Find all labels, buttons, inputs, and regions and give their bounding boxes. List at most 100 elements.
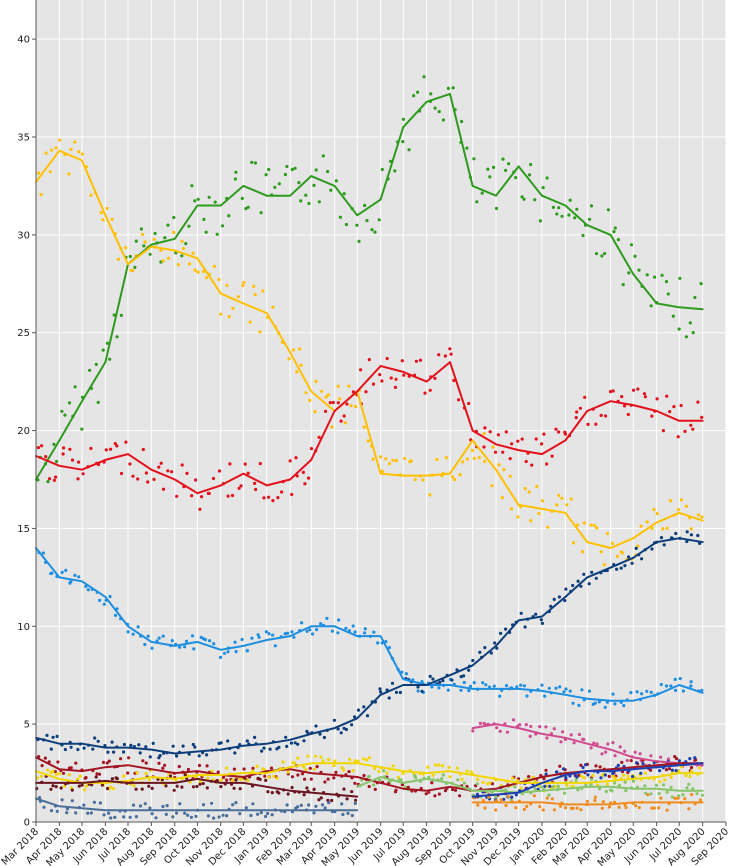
poll-point (260, 749, 264, 753)
poll-point (296, 805, 300, 809)
poll-point (676, 796, 680, 800)
poll-point (345, 797, 349, 801)
poll-point (304, 391, 308, 395)
poll-point (582, 572, 586, 576)
poll-point (399, 778, 403, 782)
poll-point (626, 774, 630, 779)
poll-point (631, 388, 636, 392)
poll-point (660, 273, 664, 277)
poll-point (190, 494, 194, 498)
poll-point (615, 567, 619, 571)
poll-point (76, 747, 80, 752)
poll-point (618, 745, 622, 749)
poll-point (102, 813, 106, 817)
poll-point (232, 767, 236, 771)
poll-point (525, 804, 529, 809)
poll-point (486, 167, 490, 171)
poll-point (52, 442, 56, 446)
poll-point (264, 814, 268, 819)
poll-point (202, 217, 206, 221)
poll-point (353, 715, 357, 719)
poll-point (401, 140, 405, 144)
poll-point (234, 170, 238, 174)
poll-point (685, 786, 689, 790)
poll-point (611, 771, 615, 776)
poll-point (351, 624, 355, 628)
poll-point (420, 680, 424, 684)
poll-point (306, 754, 310, 758)
poll-point (312, 767, 316, 771)
poll-point (389, 376, 393, 380)
poll-point (323, 806, 327, 810)
poll-point (259, 211, 263, 215)
poll-point (80, 152, 84, 156)
poll-point (290, 630, 294, 634)
poll-point (48, 170, 52, 174)
poll-point (325, 616, 329, 621)
poll-point (611, 741, 615, 745)
poll-point (589, 204, 594, 208)
poll-point (110, 217, 114, 221)
poll-point (319, 622, 323, 626)
poll-point (561, 730, 565, 734)
poll-point (522, 807, 527, 812)
poll-point (146, 634, 150, 638)
poll-point (579, 763, 583, 767)
poll-point (539, 785, 543, 789)
poll-point (575, 207, 579, 211)
poll-point (259, 811, 263, 815)
poll-point (163, 236, 167, 240)
poll-point (467, 668, 471, 672)
poll-point (196, 197, 200, 201)
poll-point (195, 784, 199, 789)
poll-point (659, 682, 663, 687)
poll-point (440, 764, 445, 768)
poll-point (690, 793, 694, 797)
poll-point (646, 793, 650, 797)
poll-point (50, 571, 54, 575)
poll-point (191, 251, 195, 255)
poll-point (205, 753, 209, 757)
poll-point (640, 557, 644, 561)
poll-point (622, 704, 626, 708)
poll-point (453, 788, 458, 792)
poll-point (144, 761, 148, 765)
poll-point (404, 672, 408, 676)
poll-point (516, 515, 520, 519)
poll-point (113, 815, 117, 820)
poll-point (111, 787, 115, 791)
poll-point (657, 806, 661, 810)
poll-point (312, 787, 316, 792)
poll-point (428, 388, 432, 392)
poll-point (691, 427, 695, 431)
poll-point (602, 563, 607, 567)
poll-point (212, 264, 216, 268)
poll-point (582, 776, 586, 780)
poll-point (637, 268, 641, 272)
poll-point (615, 554, 620, 559)
poll-point (700, 415, 704, 419)
poll-point (346, 811, 350, 816)
poll-point (689, 684, 693, 688)
poll-point (528, 734, 532, 739)
poll-point (691, 331, 695, 335)
poll-point (342, 787, 346, 791)
poll-point (674, 688, 678, 693)
poll-point (538, 725, 542, 729)
poll-point (240, 637, 244, 642)
poll-point (459, 688, 463, 692)
poll-point (349, 404, 353, 408)
poll-point (606, 208, 611, 212)
poll-point (60, 570, 64, 575)
poll-point (394, 690, 399, 695)
poll-point (550, 797, 555, 801)
poll-point (95, 772, 99, 776)
poll-point (471, 658, 475, 663)
poll-point (122, 774, 126, 778)
poll-point (568, 198, 572, 202)
poll-point (530, 463, 534, 467)
poll-point (677, 759, 682, 763)
poll-point (142, 244, 146, 248)
poll-point (590, 777, 594, 781)
series-1-trend-line (35, 149, 704, 549)
